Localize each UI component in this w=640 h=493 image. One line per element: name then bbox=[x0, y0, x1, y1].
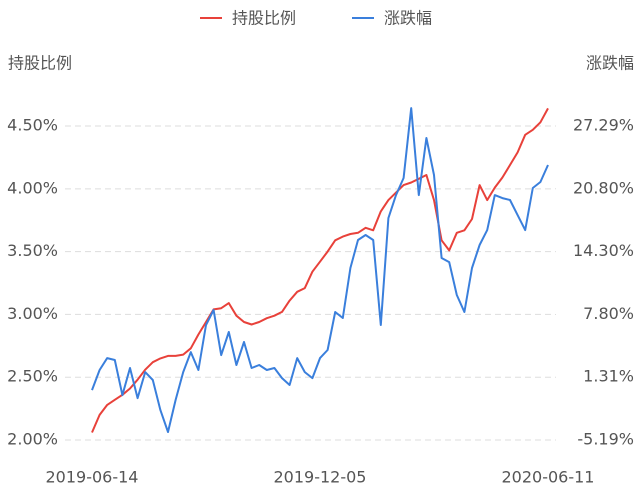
y2-tick-label: 14.30% bbox=[573, 241, 634, 260]
y-axis-title: 持股比例 bbox=[8, 54, 72, 73]
series-line bbox=[91, 107, 549, 433]
y-tick-label: 2.00% bbox=[7, 430, 58, 449]
y-tick-label: 4.50% bbox=[7, 116, 58, 135]
y-tick-label: 4.00% bbox=[7, 178, 58, 197]
y2-tick-label: 7.80% bbox=[583, 304, 634, 323]
y-tick-label: 3.00% bbox=[7, 304, 58, 323]
legend-label: 持股比例 bbox=[232, 9, 296, 28]
x-tick-label: 2020-06-11 bbox=[502, 468, 595, 487]
y2-tick-label: 1.31% bbox=[583, 367, 634, 386]
y2-tick-label: 27.29% bbox=[573, 116, 634, 135]
x-tick-label: 2019-12-05 bbox=[274, 468, 367, 487]
legend-label: 涨跌幅 bbox=[384, 9, 432, 28]
y-tick-label: 2.50% bbox=[7, 367, 58, 386]
y2-axis-title: 涨跌幅 bbox=[586, 54, 634, 73]
y2-tick-label: -5.19% bbox=[577, 430, 634, 449]
y2-tick-label: 20.80% bbox=[573, 178, 634, 197]
series-line bbox=[91, 107, 549, 433]
y-tick-label: 3.50% bbox=[7, 241, 58, 260]
x-tick-label: 2019-06-14 bbox=[46, 468, 139, 487]
